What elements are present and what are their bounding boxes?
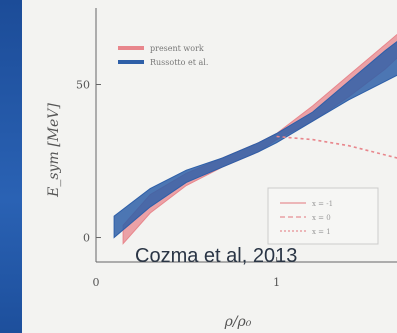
dashed-curve	[276, 135, 397, 159]
citation-annotation: Cozma et al, 2013	[135, 245, 297, 267]
inset-legend-entry: x = 1	[312, 228, 331, 236]
x-tick-label: 1	[273, 276, 280, 289]
y-tick-label: 50	[76, 79, 90, 92]
y-axis-label: E_sym [MeV]	[46, 103, 62, 198]
legend-entry: Russotto et al.	[150, 58, 208, 67]
inset-legend-entry: x = -1	[312, 200, 333, 208]
band-russotto-et-al-	[113, 41, 397, 239]
x-tick-label: 0	[93, 276, 100, 289]
inset-legend-box	[267, 187, 379, 245]
inset-legend-entry: x = 0	[312, 214, 331, 222]
y-tick-label: 0	[83, 232, 90, 245]
x-axis-label: ρ/ρ₀	[224, 314, 252, 330]
legend-entry: present work	[150, 44, 204, 53]
